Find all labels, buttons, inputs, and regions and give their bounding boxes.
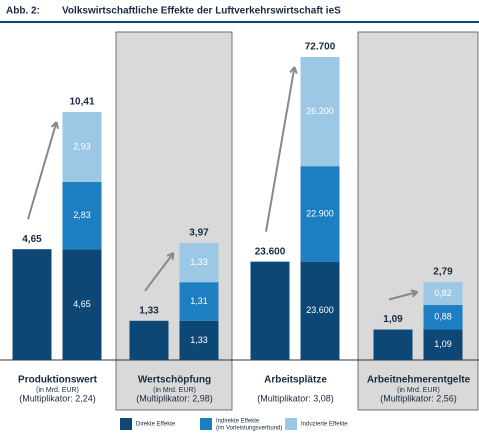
bar-segment xyxy=(300,166,340,262)
arrow-shaft xyxy=(388,291,418,301)
total-label: 10,41 xyxy=(69,97,94,108)
segment-label: 1,33 xyxy=(190,257,208,267)
bar xyxy=(129,320,169,360)
segment-label: 22.900 xyxy=(306,208,334,218)
legend-label: Indirekte Effekte xyxy=(216,419,260,425)
segment-label: 2,83 xyxy=(73,210,91,220)
figure-label: Abb. 2: xyxy=(6,6,40,17)
segment-label: 1,31 xyxy=(190,296,208,306)
bar-segment xyxy=(179,243,219,283)
bar-segment xyxy=(423,304,463,330)
legend-label: Direkte Effekte xyxy=(136,422,176,428)
bar xyxy=(373,329,413,360)
bar-segment xyxy=(300,57,340,167)
segment-label: 4,65 xyxy=(73,299,91,309)
bar-segment xyxy=(179,320,219,360)
bar-segment xyxy=(62,249,102,360)
multiplier-label: (Multiplikator: 2,56) xyxy=(380,393,457,403)
value-label: 1,33 xyxy=(139,305,159,316)
unit-label: (in Mrd. EUR) xyxy=(153,387,196,394)
bar-segment xyxy=(423,329,463,360)
unit-label: (in Mrd. EUR) xyxy=(36,387,79,394)
arrow-head xyxy=(410,289,419,298)
total-label: 72.700 xyxy=(305,42,336,53)
segment-label: 2,93 xyxy=(73,141,91,151)
segment-label: 26.200 xyxy=(306,106,334,116)
bar-segment xyxy=(62,112,102,182)
total-label: 2,79 xyxy=(433,267,453,278)
bar-segment xyxy=(300,261,340,360)
arrow-shaft xyxy=(265,66,296,232)
arrow-shaft xyxy=(144,252,175,292)
total-label: 3,97 xyxy=(189,228,209,239)
value-label: 1,09 xyxy=(383,314,403,325)
category-label: Produktionswert xyxy=(18,375,98,386)
multiplier-label: (Multiplikator: 2,98) xyxy=(136,393,213,403)
category-label: Wertschöpfung xyxy=(138,375,211,386)
legend-swatch xyxy=(200,418,212,430)
bar xyxy=(250,261,290,360)
value-label: 4,65 xyxy=(22,234,42,245)
arrow-head xyxy=(166,252,175,261)
segment-label: 0,88 xyxy=(434,312,452,322)
category-label: Arbeitsplätze xyxy=(264,375,327,386)
category-label: Arbeitnehmerentgelte xyxy=(367,375,471,386)
segment-label: 23.600 xyxy=(306,305,334,315)
unit-label: (in Mrd. EUR) xyxy=(397,387,440,394)
legend-label: Induzierte Effekte xyxy=(301,422,348,428)
legend-sublabel: (im Vorleistungsverbund) xyxy=(216,426,282,432)
segment-label: 1,09 xyxy=(434,339,452,349)
multiplier-label: (Multiplikator: 2,24) xyxy=(19,393,96,403)
arrow-head xyxy=(289,66,298,74)
bar-segment xyxy=(423,282,463,305)
multiplier-label: (Multiplikator: 3,08) xyxy=(257,393,334,403)
legend-swatch xyxy=(120,418,132,430)
arrow-head xyxy=(50,121,59,130)
bar xyxy=(12,249,52,360)
segment-label: 0,82 xyxy=(434,288,452,298)
legend-swatch xyxy=(285,418,297,430)
value-label: 23.600 xyxy=(255,246,286,257)
bar-segment xyxy=(62,181,102,250)
bar-segment xyxy=(179,282,219,321)
segment-label: 1,33 xyxy=(190,335,208,345)
arrow-shaft xyxy=(27,121,58,220)
chart-title: Volkswirtschaftliche Effekte der Luftver… xyxy=(62,6,341,17)
